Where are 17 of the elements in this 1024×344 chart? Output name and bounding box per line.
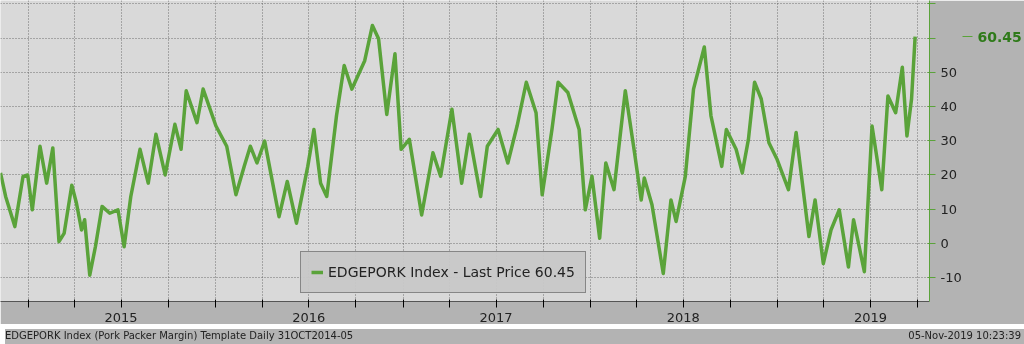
line-series — [0, 23, 917, 277]
x-tick-label: 2016 — [292, 309, 326, 325]
y-tick-label: 50 — [940, 64, 958, 80]
legend-label: EDGEPORK Index - Last Price 60.45 — [328, 264, 575, 280]
y-tick-label: 30 — [940, 133, 958, 149]
text: EDGEPORK Index (Pork Packer Margin) Template Daily 31OCT2014-05 — [5, 329, 354, 343]
y-tick-label: 40 — [940, 99, 958, 115]
y-tick-label: -10 — [940, 270, 962, 286]
y-tick-label: 0 — [940, 235, 949, 251]
text: 60.45 — [977, 28, 1022, 45]
y-tick-label: 10 — [940, 201, 958, 217]
text: 05-Nov-2019 10:23:39 — [908, 329, 1021, 343]
y-tick-label: 20 — [940, 167, 958, 183]
x-tick-label: 2018 — [666, 309, 700, 325]
x-tick-label: 2017 — [479, 309, 513, 325]
x-tick-label: 2019 — [853, 309, 888, 325]
x-tick-label: 2015 — [104, 309, 138, 325]
